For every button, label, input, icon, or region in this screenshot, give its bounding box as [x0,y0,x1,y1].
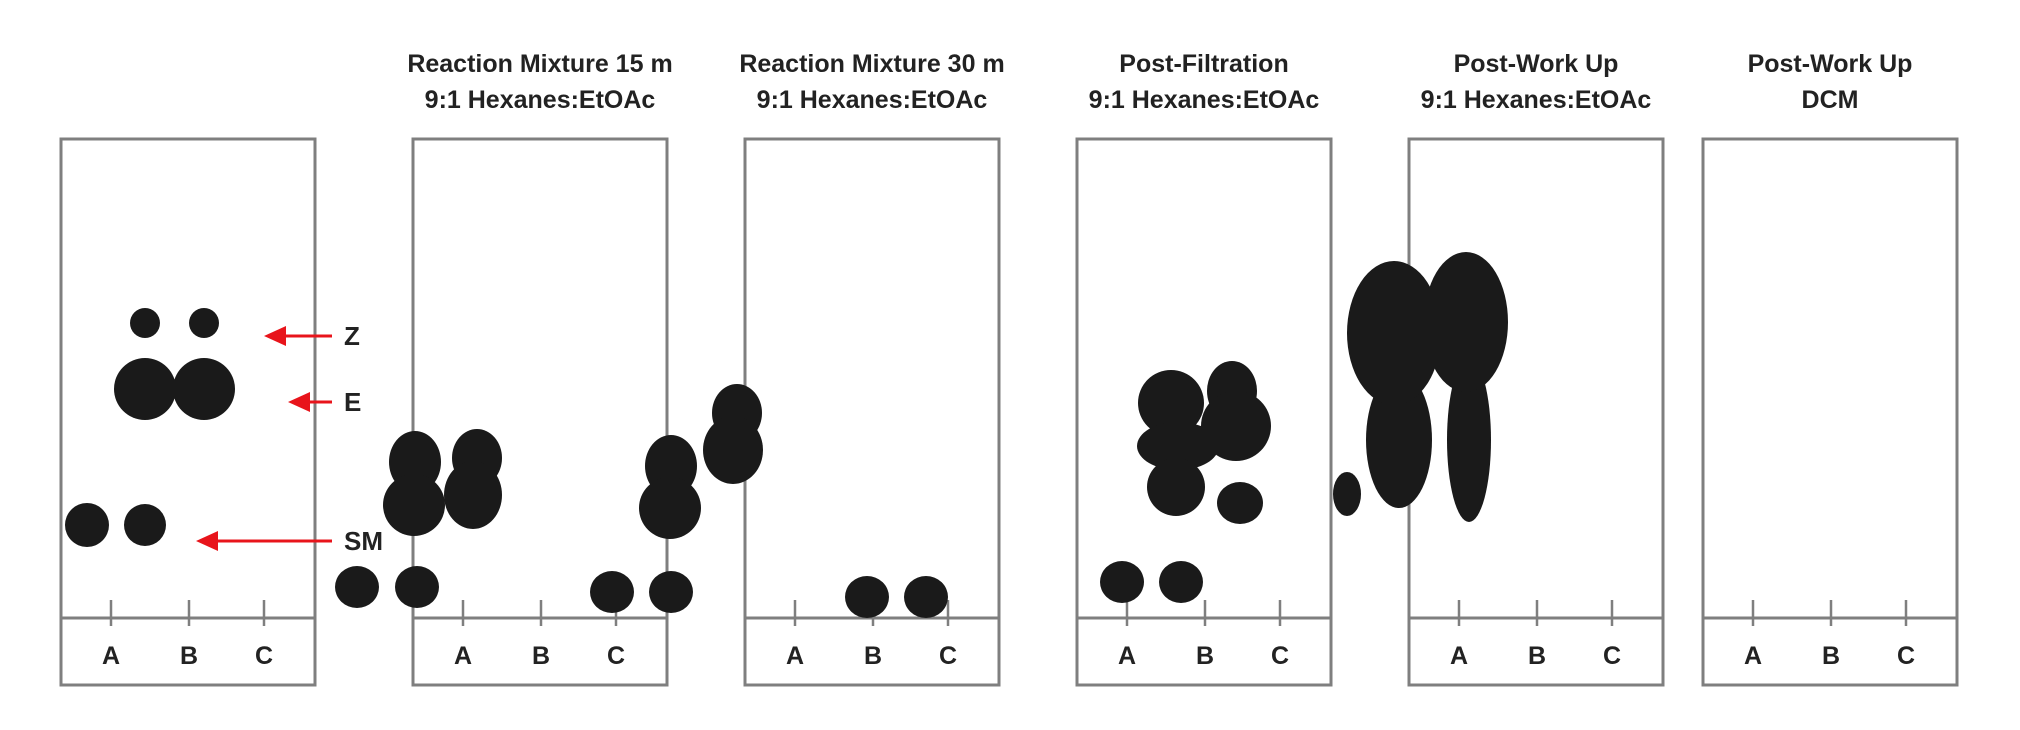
plate-frame [1701,137,1959,687]
lane-label-b: B [180,642,198,670]
plate-title-line: Post-Work Up [1748,50,1913,78]
tlc-spot [1447,358,1491,522]
lane-label-a: A [786,642,804,670]
tlc-spot [1201,391,1271,461]
lane-label-a: A [1118,642,1136,670]
lane-label-c: C [607,642,625,670]
tlc-spot [189,308,219,338]
tlc-spot [649,571,693,613]
lane-label-b: B [1528,642,1546,670]
annotation-e: E [288,387,361,417]
tlc-spot [639,477,701,539]
tlc-spot [1147,458,1205,516]
tlc-spot [173,358,235,420]
plate-title-line: Reaction Mixture 30 m [739,50,1004,78]
annotation-label: SM [344,526,383,556]
tlc-spot [130,308,160,338]
plates-layer: A B C Reaction Mixture 15 m 9:1 Hexanes:EtOA… [59,50,1959,687]
plate-title-line: Post-Work Up [1454,50,1619,78]
tlc-spot [1159,561,1203,603]
tlc-plate-1: A B C [59,137,317,687]
tlc-spot [1366,372,1432,508]
tlc-spot [703,416,763,484]
plate-frame [411,137,669,687]
plate-title-line: 9:1 Hexanes:EtOAc [1421,86,1652,114]
lane-label-a: A [1744,642,1762,670]
tlc-spot [1138,370,1204,436]
lane-label-b: B [1822,642,1840,670]
lane-label-c: C [939,642,957,670]
plate-title-line: 9:1 Hexanes:EtOAc [757,86,988,114]
lane-label-b: B [1196,642,1214,670]
lane-label-a: A [1450,642,1468,670]
tlc-spot [845,576,889,618]
annotation-label: E [344,387,361,417]
lane-label-a: A [102,642,120,670]
tlc-spot [1333,472,1361,516]
tlc-spot [383,474,445,536]
arrow-head [264,326,286,346]
annotations-layer: Z E SM [196,321,383,556]
tlc-spot [114,358,176,420]
tlc-spot [590,571,634,613]
tlc-plate-2: Reaction Mixture 15 m 9:1 Hexanes:EtOAc A B… [335,50,673,687]
plate-title-line: Post-Filtration [1119,50,1288,78]
lane-label-c: C [255,642,273,670]
plate-title-line: DCM [1802,86,1859,114]
annotation-z: Z [264,321,360,351]
tlc-spot [395,566,439,608]
tlc-spot [1347,261,1441,405]
tlc-plate-6: Post-Work Up DCM A B C [1333,50,1959,687]
tlc-spot [124,504,166,546]
arrow-head [196,531,218,551]
tlc-spot [1217,482,1263,524]
tlc-spot [904,576,948,618]
tlc-spot [335,566,379,608]
tlc-spot [1100,561,1144,603]
plate-title-line: 9:1 Hexanes:EtOAc [425,86,656,114]
lane-label-c: C [1897,642,1915,670]
tlc-spot [444,461,502,529]
plate-title-line: 9:1 Hexanes:EtOAc [1089,86,1320,114]
annotation-sm: SM [196,526,383,556]
lane-label-b: B [532,642,550,670]
lane-label-a: A [454,642,472,670]
tlc-spot [1424,252,1508,392]
lane-label-b: B [864,642,882,670]
lane-label-c: C [1271,642,1289,670]
tlc-spot [65,503,109,547]
plate-title-line: Reaction Mixture 15 m [407,50,672,78]
lane-label-c: C [1603,642,1621,670]
arrow-head [288,392,310,412]
tlc-spot [1137,422,1219,470]
annotation-label: Z [344,321,360,351]
